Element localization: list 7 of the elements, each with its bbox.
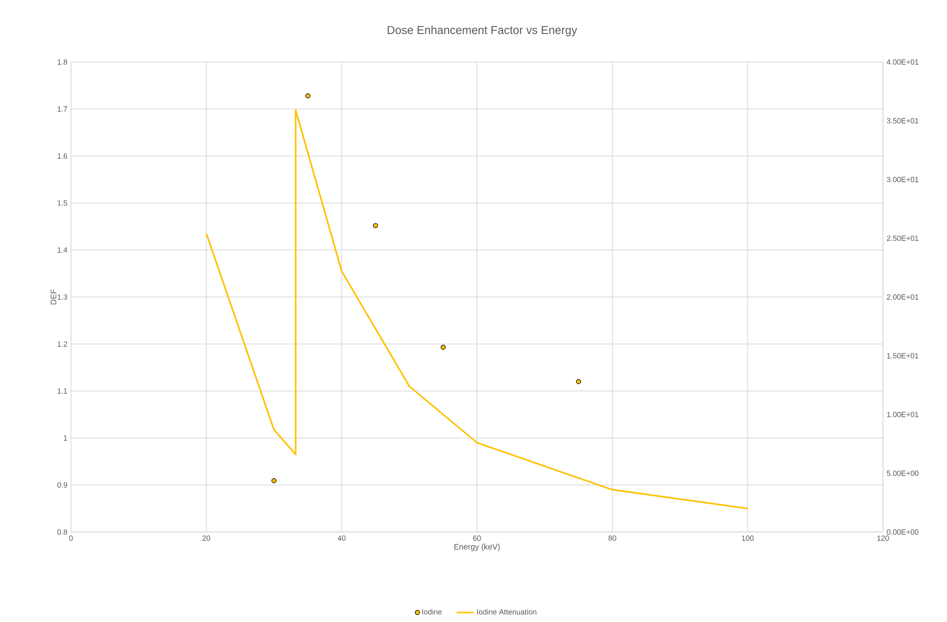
point (272, 478, 276, 484)
point (373, 223, 378, 228)
point (440, 344, 446, 350)
point (305, 93, 310, 98)
point (576, 379, 581, 384)
chart-title: Dose Enhancement Factor vs Energy (388, 26, 578, 36)
line-series (206, 109, 748, 510)
